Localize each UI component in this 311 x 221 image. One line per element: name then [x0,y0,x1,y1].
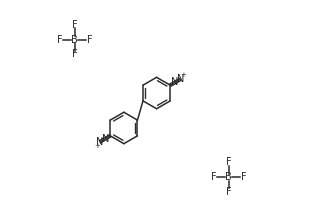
Text: +: + [180,72,186,78]
Text: F: F [87,34,92,45]
Text: F: F [226,187,231,197]
Text: F: F [72,20,77,30]
Text: F: F [241,172,246,182]
Text: N: N [102,134,109,144]
Text: N: N [96,137,104,147]
Text: +: + [95,143,100,149]
Text: N: N [177,74,184,84]
Text: F: F [226,157,231,167]
Text: N: N [171,77,179,87]
Text: F: F [72,50,77,59]
Text: F: F [57,34,63,45]
Text: B: B [225,172,232,182]
Text: B: B [72,34,78,45]
Text: F: F [211,172,216,182]
